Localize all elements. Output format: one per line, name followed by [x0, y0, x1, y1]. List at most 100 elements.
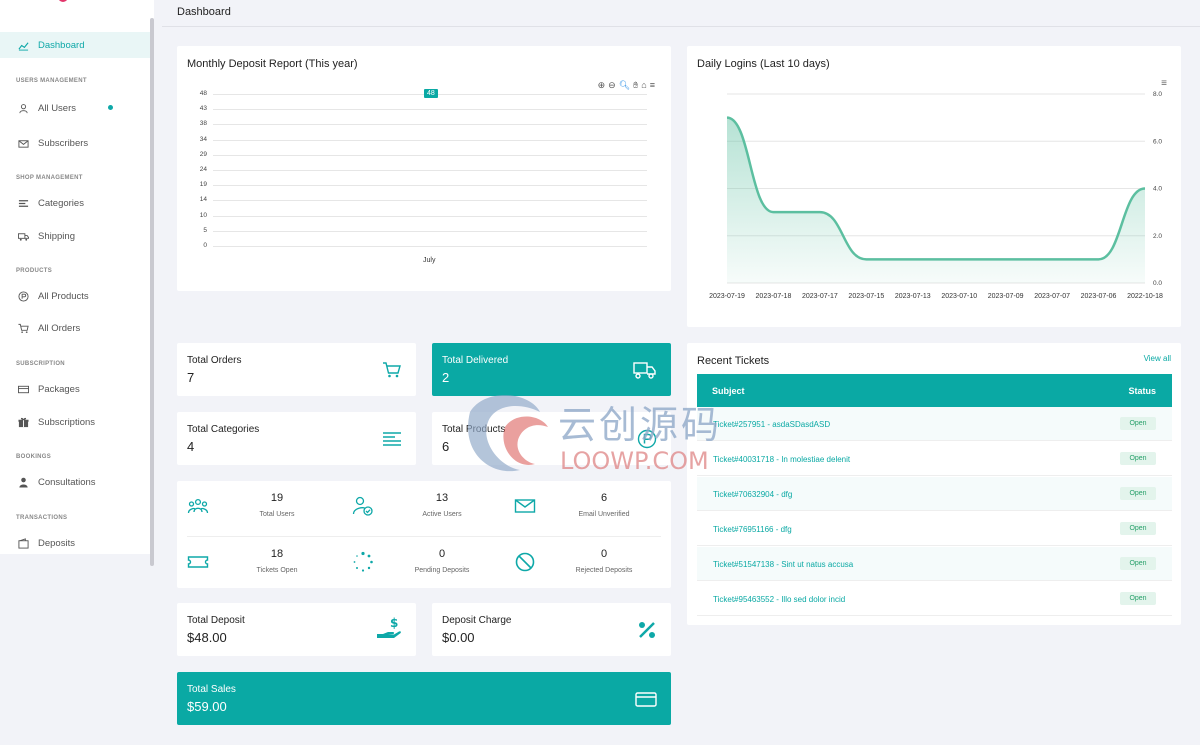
mini-stat-label: Email Unverified	[578, 511, 630, 518]
total-sales-card[interactable]: Total Sales $59.00	[177, 672, 671, 725]
table-row[interactable]: Ticket#51547138 - Sint ut natus accusa O…	[697, 547, 1172, 581]
list-icon	[383, 432, 401, 446]
table-row[interactable]: Ticket#40031718 - In molestiae delenit O…	[697, 442, 1172, 476]
sidebar-item-label: All Users	[38, 102, 77, 114]
x-tick-label: 2022-10-18	[1127, 293, 1163, 300]
total-categories-card[interactable]: Total Categories 4	[177, 412, 416, 465]
stat-label: Total Sales	[187, 684, 236, 695]
menu-icon[interactable]: ≡	[649, 80, 655, 90]
ticket-subject-link[interactable]: Ticket#76951166 - dfg	[713, 525, 792, 534]
user-icon	[18, 103, 29, 114]
logins-chart-card: Daily Logins (Last 10 days) ≡ 8.0 6.0 4.0 2…	[687, 46, 1181, 327]
table-row[interactable]: Ticket#257951 - asdaSDasdASD Open	[697, 407, 1172, 441]
y-tick-label: 4.0	[1153, 186, 1162, 193]
gridline	[213, 200, 647, 202]
sidebar-item-dashboard[interactable]: Dashboard	[0, 32, 152, 58]
sidebar-item-label: Shipping	[38, 230, 75, 242]
stat-value: 7	[187, 370, 195, 385]
view-all-link[interactable]: View all	[1143, 354, 1171, 363]
mini-stat-email-unverified[interactable]: 6 Email Unverified	[504, 481, 664, 533]
magnify-icon[interactable]: 🔍︎	[618, 80, 631, 90]
gridline	[213, 154, 647, 156]
sidebar-item-label: Dashboard	[38, 39, 85, 51]
sidebar-item-deposits[interactable]: Deposits	[0, 530, 152, 556]
status-badge: Open	[1120, 452, 1156, 465]
gridline	[213, 185, 647, 187]
mini-stat-active-users[interactable]: 13 Active Users	[342, 481, 502, 533]
x-tick-label: 2023-07-19	[709, 293, 745, 300]
mini-stats-card: 19 Total Users 13 Active Users 6 Email U…	[177, 481, 671, 588]
stat-value: 4	[187, 439, 195, 454]
sidebar-item-categories[interactable]: Categories	[0, 190, 152, 216]
sidebar-item-packages[interactable]: Packages	[0, 376, 152, 402]
mini-stat-pending-deposits[interactable]: 0 Pending Deposits	[342, 537, 502, 589]
logins-chart-title: Daily Logins (Last 10 days)	[697, 58, 830, 70]
ticket-subject-link[interactable]: Ticket#51547138 - Sint ut natus accusa	[713, 560, 854, 569]
table-row[interactable]: Ticket#70632904 - dfg Open	[697, 477, 1172, 511]
ticket-subject-link[interactable]: Ticket#257951 - asdaSDasdASD	[713, 420, 831, 429]
package-icon	[18, 384, 29, 395]
pan-hand-icon[interactable]: ✋︎	[633, 80, 639, 90]
mini-stat-value: 19	[270, 492, 284, 504]
mini-stat-value: 6	[600, 492, 608, 504]
tickets-title: Recent Tickets	[697, 355, 770, 367]
gridline	[213, 124, 647, 126]
mini-stat-rejected-deposits[interactable]: 0 Rejected Deposits	[504, 537, 664, 589]
stat-value: $59.00	[187, 699, 227, 714]
zoom-out-icon[interactable]: ⊖	[608, 80, 616, 90]
spinner-icon	[353, 551, 373, 572]
topbar: Dashboard	[162, 0, 1200, 27]
x-tick-label: 2023-07-06	[1081, 293, 1117, 300]
stat-label: Total Products	[442, 424, 506, 435]
mini-stat-total-users[interactable]: 19 Total Users	[177, 481, 337, 533]
y-tick-label: 29	[199, 150, 207, 158]
sidebar-item-consultations[interactable]: Consultations	[0, 469, 152, 495]
x-tick-label: 2023-07-10	[941, 293, 977, 300]
mini-stat-label: Rejected Deposits	[575, 567, 633, 574]
x-tick-label: July	[423, 257, 436, 264]
sidebar: Dashboard USERS MANAGEMENT All Users Sub…	[0, 0, 154, 554]
sidebar-item-subscriptions[interactable]: Subscriptions	[0, 409, 152, 435]
page-title: Dashboard	[177, 6, 231, 18]
y-tick-label: 24	[199, 166, 207, 173]
table-row[interactable]: Ticket#95463552 - Illo sed dolor incid O…	[697, 582, 1172, 616]
total-deposit-card[interactable]: Total Deposit $48.00 $	[177, 603, 416, 656]
section-bookings: BOOKINGS	[16, 454, 52, 460]
menu-icon[interactable]: ≡	[1161, 78, 1167, 89]
total-products-card[interactable]: Total Products 6	[432, 412, 671, 465]
total-orders-card[interactable]: Total Orders 7	[177, 343, 416, 396]
y-tick-label: 34	[199, 135, 207, 143]
sidebar-item-label: Packages	[38, 383, 80, 395]
y-tick-label: 0	[203, 242, 207, 249]
deposit-charge-card[interactable]: Deposit Charge $0.00	[432, 603, 671, 656]
sidebar-item-all-products[interactable]: All Products	[0, 283, 152, 309]
tickets-table-header: Subject Status	[697, 374, 1172, 407]
logins-chart: 8.0 6.0 4.0 2.0 0.0 2023-07-19 2023-07-18 2023-…	[709, 91, 1163, 300]
sidebar-item-all-users[interactable]: All Users	[0, 95, 152, 121]
total-delivered-card[interactable]: Total Delivered 2	[432, 343, 671, 396]
sidebar-item-subscribers[interactable]: Subscribers	[0, 130, 152, 156]
sidebar-item-label: Consultations	[38, 476, 96, 488]
zoom-in-icon[interactable]: ⊕	[597, 80, 606, 90]
ticket-subject-link[interactable]: Ticket#40031718 - In molestiae delenit	[713, 455, 851, 464]
logo[interactable]	[58, 0, 68, 2]
column-header-status[interactable]: Status	[1128, 386, 1156, 396]
bar-data-label: 48	[424, 89, 438, 98]
column-header-subject[interactable]: Subject	[712, 386, 745, 396]
sidebar-scrollbar[interactable]	[150, 18, 154, 566]
x-tick-label: 2023-07-18	[756, 293, 792, 300]
ticket-subject-link[interactable]: Ticket#95463552 - Illo sed dolor incid	[713, 595, 846, 604]
ticket-subject-link[interactable]: Ticket#70632904 - dfg	[713, 490, 793, 499]
mini-stat-tickets-open[interactable]: 18 Tickets Open	[177, 537, 337, 589]
status-badge: Open	[1120, 487, 1156, 500]
sidebar-item-label: All Products	[38, 290, 89, 302]
percent-icon	[639, 622, 655, 638]
table-row[interactable]: Ticket#76951166 - dfg Open	[697, 512, 1172, 546]
gridline	[213, 109, 647, 111]
sidebar-item-label: Deposits	[38, 537, 75, 549]
stat-label: Deposit Charge	[442, 615, 512, 626]
home-icon[interactable]: ⌂	[641, 80, 647, 90]
sidebar-item-all-orders[interactable]: All Orders	[0, 315, 152, 341]
sidebar-item-shipping[interactable]: Shipping	[0, 223, 152, 249]
x-tick-label: 2023-07-07	[1034, 293, 1070, 300]
